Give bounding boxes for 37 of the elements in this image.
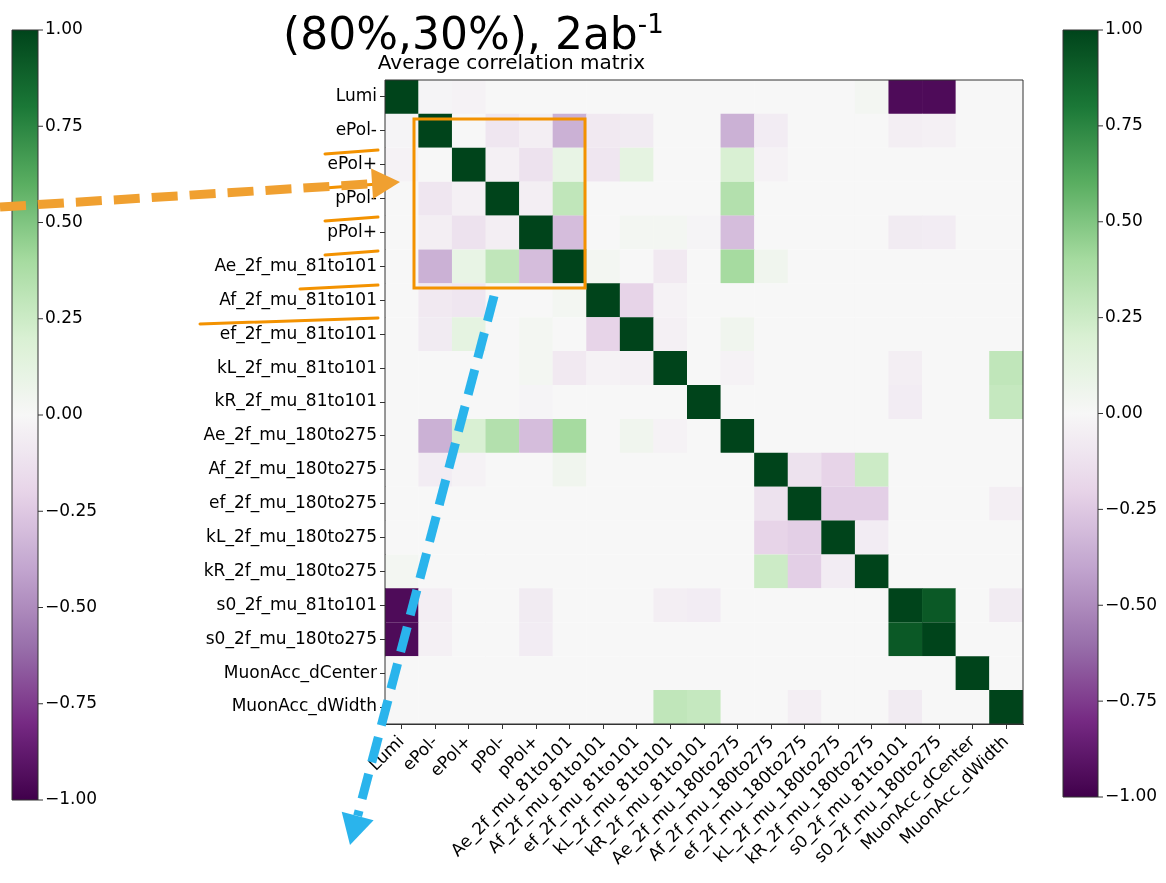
y-tick-label: Af_2f_mu_81to101 bbox=[219, 288, 377, 310]
y-tick-label: Af_2f_mu_180to275 bbox=[208, 458, 377, 480]
text: 0.50 bbox=[45, 210, 83, 231]
y-tick-label: s0_2f_mu_81to101 bbox=[216, 593, 377, 615]
color-bar-label: 1.00 bbox=[1105, 18, 1143, 39]
y-tick-label: Ae_2f_mu_180to275 bbox=[203, 424, 377, 446]
text: −0.50 bbox=[45, 595, 98, 616]
y-tick-label: MuonAcc_dWidth bbox=[231, 695, 377, 717]
color-bar-label: 0.75 bbox=[1105, 114, 1143, 135]
y-tick-label: ePol- bbox=[335, 119, 377, 140]
color-bar-label: −0.25 bbox=[1105, 497, 1158, 518]
color-bar-label: 0.00 bbox=[1105, 401, 1143, 422]
text: −0.25 bbox=[45, 499, 98, 520]
y-tick-label: kR_2f_mu_81to101 bbox=[214, 390, 377, 412]
y-tick-label: s0_2f_mu_180to275 bbox=[205, 627, 377, 649]
text: 0.00 bbox=[45, 403, 83, 424]
y-tick-label: kL_2f_mu_180to275 bbox=[206, 526, 377, 547]
color-bar-label: −0.75 bbox=[1105, 689, 1158, 710]
color-bar-label: −1.00 bbox=[1105, 785, 1158, 806]
color-bar-label: 0.25 bbox=[1105, 306, 1143, 327]
y-tick-label: ef_2f_mu_81to101 bbox=[219, 322, 377, 344]
y-tick-label: kL_2f_mu_81to101 bbox=[216, 356, 377, 378]
y-tick-label: ePol+ bbox=[327, 153, 377, 174]
text: 0.25 bbox=[45, 307, 83, 328]
y-tick-label: pPol- bbox=[335, 187, 377, 208]
y-tick-label: Ae_2f_mu_81to101 bbox=[214, 254, 377, 276]
y-tick-label: Lumi bbox=[335, 85, 377, 106]
y-tick-label: ef_2f_mu_180to275 bbox=[208, 492, 377, 514]
text: −0.75 bbox=[45, 692, 98, 713]
color-bar-label: 0.50 bbox=[1105, 210, 1143, 231]
y-tick-label: pPol+ bbox=[327, 220, 377, 241]
y-tick-label: MuonAcc_dCenter bbox=[223, 661, 377, 683]
text: 1.00 bbox=[45, 18, 83, 39]
y-tick-label: kR_2f_mu_180to275 bbox=[203, 559, 377, 581]
text: 0.75 bbox=[45, 114, 83, 135]
text: −1.00 bbox=[45, 788, 98, 809]
color-bar-label: −0.50 bbox=[1105, 593, 1158, 614]
